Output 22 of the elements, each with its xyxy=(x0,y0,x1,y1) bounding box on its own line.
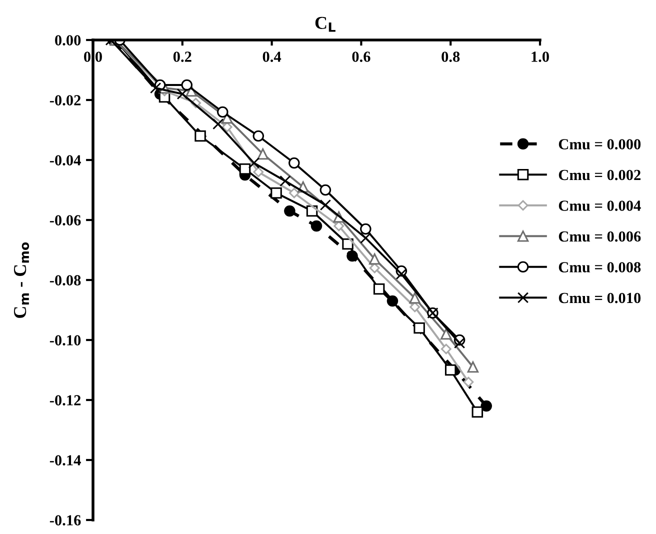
legend-label: Cmu = 0.000 xyxy=(558,139,641,150)
y-tick-label: 0.00 xyxy=(55,35,81,46)
legend-label: Cmu = 0.002 xyxy=(558,170,640,180)
x-axis-title: C$_{L}$ xyxy=(315,16,336,32)
y-tick-label: -0.14 xyxy=(50,455,81,466)
y-tick-label: -0.06 xyxy=(50,215,81,226)
y-tick-label: -0.04 xyxy=(50,155,81,166)
legend-label: Cmu = 0.004 xyxy=(558,200,641,211)
legend-label: Cmu = 0.010 xyxy=(558,292,641,304)
x-tick-label: 0.6 xyxy=(352,52,370,62)
y-tick-label: -0.16 xyxy=(50,515,81,526)
x-tick-label: 0.4 xyxy=(262,52,282,62)
y-tick-label: -0.02 xyxy=(50,95,81,106)
y-tick-label: -0.12 xyxy=(50,395,81,406)
y-tick-label: -0.08 xyxy=(50,275,81,286)
x-tick-label: 1.0 xyxy=(532,52,549,62)
y-axis-title: C$_{m}$ - C$_{mo}$ xyxy=(14,242,30,318)
legend-label: Cmu = 0.006 xyxy=(558,231,641,242)
x-tick-label: 0.8 xyxy=(442,52,460,62)
y-tick-label: -0.10 xyxy=(50,335,81,346)
x-tick-label: 0.2 xyxy=(173,52,192,62)
legend-label: Cmu = 0.008 xyxy=(558,262,641,272)
